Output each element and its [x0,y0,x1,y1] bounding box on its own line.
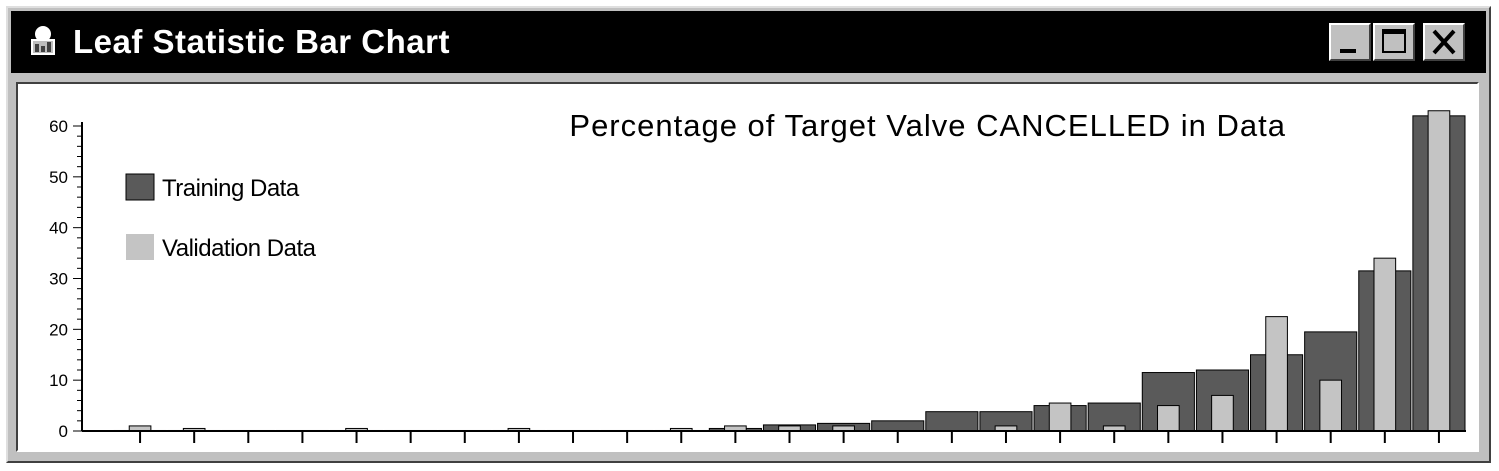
legend-swatch-validation [126,234,154,260]
legend-swatch-training [125,173,155,201]
y-tick-label: 30 [49,270,68,289]
bar-training [1087,402,1141,432]
title-bar[interactable]: Leaf Statistic Bar Chart [11,11,1486,73]
bar-validation [1211,394,1234,432]
chart-title: Percentage of Target Valve CANCELLED in … [569,108,1286,143]
y-tick-label: 20 [49,320,68,339]
y-tick-label: 60 [49,117,68,136]
bar-validation [1048,402,1072,432]
bars [113,110,1466,432]
legend: Training Data Validation Data [125,173,317,262]
bar-validation [1265,316,1288,432]
window-title: Leaf Statistic Bar Chart [73,23,450,60]
legend-label-validation: Validation Data [162,235,317,262]
close-button[interactable] [1423,23,1465,61]
y-tick-label: 40 [49,219,68,238]
y-tick-label: 0 [59,422,68,441]
minimize-button[interactable] [1329,23,1371,61]
bar-validation [1319,379,1343,432]
x-axis [82,430,1466,443]
bar-training [871,420,925,432]
close-icon [1432,29,1456,55]
bar-chart: Percentage of Target Valve CANCELLED in … [49,108,1466,443]
bar-validation [1427,110,1451,432]
app-window: Leaf Statistic Bar Chart Percentage of T… [6,6,1491,463]
maximize-icon [1382,29,1406,53]
chart-area: Percentage of Target Valve CANCELLED in … [16,82,1479,452]
leaf-chart-app-icon[interactable] [25,24,61,60]
minimize-icon [1340,49,1356,53]
maximize-button[interactable] [1373,23,1415,61]
bar-training [925,411,979,432]
y-tick-label: 50 [49,168,68,187]
bar-validation [1157,405,1180,432]
legend-label-training: Training Data [162,175,300,202]
bar-validation [1373,257,1397,432]
y-axis: 0 10 20 30 40 50 60 [49,117,83,441]
y-tick-label: 10 [49,371,68,390]
